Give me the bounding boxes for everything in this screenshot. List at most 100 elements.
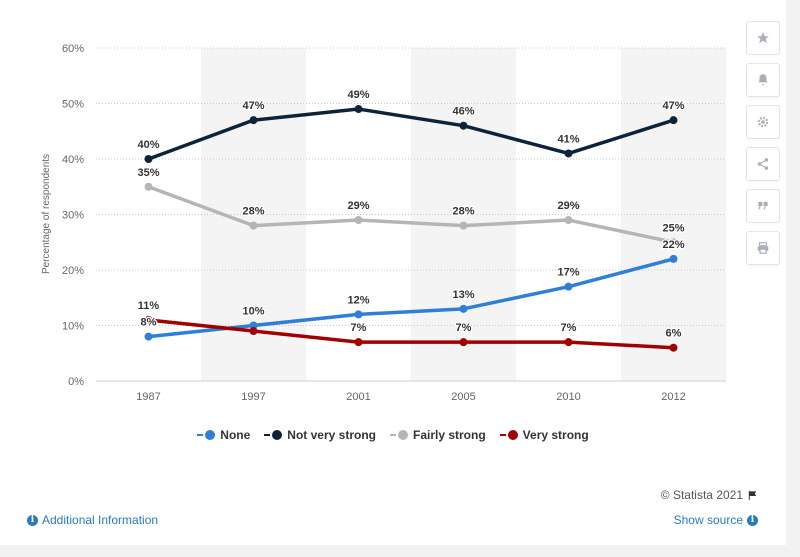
data-label-very-strong: 7% [456, 322, 472, 334]
share-button[interactable] [746, 147, 780, 181]
data-point-very-strong[interactable] [459, 338, 468, 347]
data-label-very-strong: 6% [666, 328, 682, 340]
show-source-label: Show source [673, 513, 743, 527]
legend-label: Fairly strong [412, 428, 486, 442]
legend-label: Not very strong [287, 428, 376, 442]
data-point-not-very-strong[interactable] [669, 116, 678, 125]
y-tick-label: 30% [62, 210, 84, 222]
legend-label: None [220, 428, 251, 442]
legend-marker [272, 430, 283, 440]
data-point-none[interactable] [459, 304, 468, 313]
data-point-none[interactable] [144, 332, 153, 341]
x-tick-label: 2005 [451, 391, 475, 403]
quote-icon [758, 201, 768, 210]
data-point-not-very-strong[interactable] [354, 105, 363, 114]
star-icon [757, 32, 769, 44]
print-button[interactable] [746, 231, 780, 265]
credit-text: © Statista 2021 [660, 488, 743, 502]
show-source-link[interactable]: Show source i [674, 513, 758, 527]
data-label-none: 13% [452, 289, 474, 301]
data-point-very-strong[interactable] [669, 343, 678, 352]
data-point-very-strong[interactable] [144, 315, 153, 324]
data-label-fairly-strong: 29% [557, 200, 579, 212]
data-label-fairly-strong: 28% [242, 206, 264, 218]
data-point-very-strong[interactable] [564, 338, 573, 347]
x-tick-label: 2012 [661, 391, 685, 403]
series-line-fairly-strong [147, 185, 674, 244]
data-point-not-very-strong[interactable] [249, 116, 258, 125]
data-label-not-very-strong: 47% [662, 100, 684, 112]
data-point-fairly-strong[interactable] [354, 216, 363, 225]
legend-line [197, 434, 204, 436]
notification-button[interactable] [746, 63, 780, 97]
y-axis-label: Percentage of respondents [41, 154, 52, 274]
data-point-fairly-strong[interactable] [564, 216, 573, 225]
favorite-button[interactable] [746, 21, 780, 55]
legend-line [499, 434, 506, 436]
x-tick-label: 1987 [136, 391, 160, 403]
data-point-none[interactable] [354, 310, 363, 319]
data-label-none: 8% [141, 317, 157, 329]
legend-marker [205, 430, 216, 440]
data-label-fairly-strong: 35% [137, 167, 159, 179]
y-tick-label: 20% [62, 265, 84, 277]
cite-button[interactable] [746, 189, 780, 223]
chart-legend: None Not very strong Fairly strong Very str… [0, 428, 786, 442]
legend-marker [397, 430, 408, 440]
data-label-very-strong: 7% [561, 322, 577, 334]
y-tick-label: 40% [62, 154, 84, 166]
y-tick-label: 0% [68, 376, 84, 388]
data-label-fairly-strong: 25% [662, 222, 684, 234]
data-label-none: 22% [662, 239, 684, 251]
data-label-not-very-strong: 40% [137, 139, 159, 151]
line-chart: 0% 10% 20% 30% 40% 50% 60% 1987 1997 2001 2005 201… [41, 43, 726, 403]
data-label-fairly-strong: 29% [347, 200, 369, 212]
chart-card: 0% 10% 20% 30% 40% 50% 60% 1987 1997 2001 2005 201… [0, 0, 786, 545]
data-label-very-strong: 7% [351, 322, 367, 334]
y-tick-label: 10% [62, 321, 84, 333]
data-point-not-very-strong[interactable] [144, 155, 153, 163]
x-tick-label: 2010 [556, 391, 580, 403]
data-label-not-very-strong: 49% [347, 89, 369, 101]
share-icon [757, 158, 769, 170]
legend-line [264, 434, 271, 436]
legend-item-very-strong[interactable]: Very strong [499, 428, 589, 442]
y-tick-label: 50% [62, 99, 84, 111]
data-point-fairly-strong[interactable] [459, 221, 468, 230]
legend-item-none[interactable]: None [197, 428, 250, 442]
bell-icon [758, 74, 768, 86]
print-icon [757, 242, 769, 254]
flag-icon [748, 490, 757, 500]
data-point-none[interactable] [669, 254, 678, 263]
data-point-not-very-strong[interactable] [459, 121, 468, 130]
info-icon: i [27, 514, 38, 526]
data-point-none[interactable] [249, 321, 258, 330]
data-label-none: 12% [347, 294, 369, 306]
x-tick-label: 2001 [346, 391, 370, 403]
additional-information-link[interactable]: i Additional Information [27, 513, 158, 527]
data-point-very-strong[interactable] [249, 327, 258, 336]
data-label-none: 17% [557, 267, 579, 279]
data-label-very-strong: 11% [138, 300, 160, 312]
data-label-not-very-strong: 47% [242, 100, 264, 112]
data-label-none: 10% [242, 306, 264, 318]
settings-button[interactable] [746, 105, 780, 139]
data-point-not-very-strong[interactable] [564, 149, 573, 158]
y-tick-label: 60% [62, 43, 84, 55]
data-point-fairly-strong[interactable] [144, 182, 153, 191]
data-label-not-very-strong: 41% [557, 133, 579, 145]
data-point-very-strong[interactable] [354, 338, 363, 347]
legend-label: Very strong [522, 428, 589, 442]
gear-icon [757, 116, 769, 128]
legend-item-not-very-strong[interactable]: Not very strong [264, 428, 376, 442]
legend-marker [507, 430, 518, 440]
series-line-very-strong [148, 318, 674, 350]
data-point-fairly-strong[interactable] [669, 238, 678, 247]
statista-credit[interactable]: © Statista 2021 [661, 488, 758, 502]
series-line-none [148, 257, 674, 339]
data-point-fairly-strong[interactable] [249, 221, 258, 230]
legend-item-fairly-strong[interactable]: Fairly strong [389, 428, 486, 442]
data-point-none[interactable] [564, 282, 573, 291]
data-label-fairly-strong: 28% [452, 206, 474, 218]
data-label-not-very-strong: 46% [452, 106, 474, 118]
